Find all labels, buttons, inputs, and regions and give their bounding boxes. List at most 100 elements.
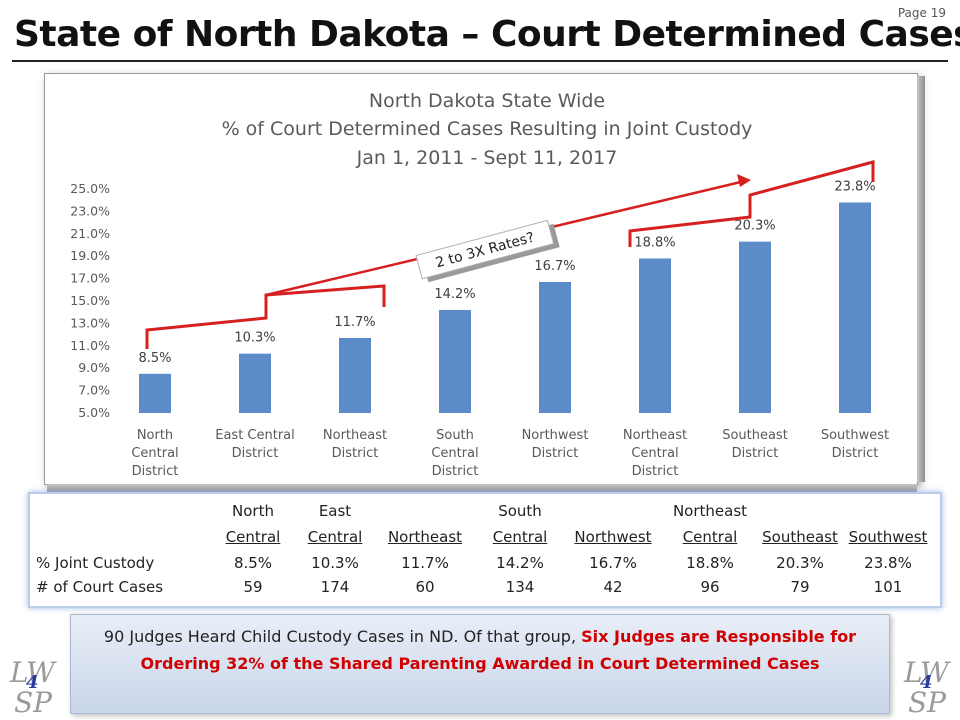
bar <box>239 353 271 413</box>
y-tick-label: 19.0% <box>70 248 110 263</box>
data-label: 18.8% <box>634 235 675 250</box>
note-highlight-text: Six Judges are Responsible for Ordering … <box>140 627 857 673</box>
logo-letters-top: LW <box>10 656 55 689</box>
x-category-label: District <box>332 446 379 461</box>
page-title: State of North Dakota – Court Determined… <box>14 14 960 55</box>
y-tick-label: 13.0% <box>70 315 110 330</box>
data-label: 8.5% <box>138 351 171 366</box>
table-cell: 8.5% <box>233 554 273 572</box>
x-category-label: District <box>632 464 679 479</box>
table-row-label: # of Court Cases <box>36 578 164 596</box>
table-header: Central <box>492 528 548 546</box>
x-category-label: Northwest <box>522 428 589 443</box>
trend-arrow-head <box>737 174 751 187</box>
bar <box>739 241 771 413</box>
data-label: 14.2% <box>434 287 475 302</box>
x-category-label: District <box>132 464 179 479</box>
table-header: Southeast <box>762 528 838 546</box>
x-category-label: District <box>432 464 479 479</box>
y-tick-label: 9.0% <box>78 360 110 375</box>
x-category-label: Central <box>131 446 178 461</box>
y-tick-label: 21.0% <box>70 226 110 241</box>
x-category-label: Northeast <box>323 428 387 443</box>
table-header: Northwest <box>574 528 652 546</box>
data-label: 10.3% <box>234 331 275 346</box>
bar-chart: North Dakota State Wide % of Court Determ… <box>70 90 889 479</box>
y-tick-label: 11.0% <box>70 338 110 353</box>
logo-letters-bottom: SP <box>908 686 947 719</box>
table-header-top: East <box>318 502 352 520</box>
table-header-top: North <box>232 502 274 520</box>
table-cell: 20.3% <box>776 554 824 572</box>
bar <box>339 337 371 413</box>
title-rule <box>12 60 948 62</box>
logo-right: LW SP 4 <box>900 656 956 720</box>
x-category-label: North <box>137 428 173 443</box>
logo-letters-top: LW <box>904 656 949 689</box>
y-tick-label: 5.0% <box>78 405 110 420</box>
table-cell: 23.8% <box>864 554 912 572</box>
table-cell: 10.3% <box>311 554 359 572</box>
table-header-top: Northeast <box>672 502 748 520</box>
data-label: 16.7% <box>534 259 575 274</box>
logo-left: LW SP 4 <box>6 656 62 720</box>
page-number: Page 19 <box>897 6 946 20</box>
y-tick-label: 7.0% <box>78 383 110 398</box>
y-tick-label: 25.0% <box>70 181 110 196</box>
data-label: 11.7% <box>334 315 375 330</box>
table-cell: 16.7% <box>589 554 637 572</box>
x-category-label: District <box>732 446 779 461</box>
table-cell: 174 <box>320 578 350 596</box>
right-group-bracket <box>628 160 875 247</box>
chart-title-line: Jan 1, 2011 - Sept 11, 2017 <box>356 147 618 169</box>
table-cell: 42 <box>603 578 623 596</box>
logo-digit: 4 <box>26 672 39 693</box>
data-label: 23.8% <box>834 179 875 194</box>
x-category-label: District <box>232 446 279 461</box>
x-category-label: Southwest <box>821 428 889 443</box>
x-category-label: Southeast <box>722 428 788 443</box>
table-header: Southwest <box>848 528 928 546</box>
logo-letters-bottom: SP <box>14 686 53 719</box>
bar <box>439 309 471 413</box>
note-plain-text: 90 Judges Heard Child Custody Cases in N… <box>103 627 582 646</box>
data-table: North East South Northeast Central Central Nor… <box>28 492 942 608</box>
table-cell: 18.8% <box>686 554 734 572</box>
logo-digit: 4 <box>920 672 933 693</box>
x-category-label: South <box>436 428 474 443</box>
table-header: Central <box>225 528 281 546</box>
table-cell: 59 <box>243 578 263 596</box>
table-cell: 96 <box>700 578 720 596</box>
x-category-label: District <box>532 446 579 461</box>
bar <box>839 202 871 413</box>
bar <box>139 373 171 413</box>
table-cell: 60 <box>415 578 435 596</box>
bar <box>639 258 671 413</box>
table-header: Northeast <box>387 528 463 546</box>
annotation-callout-box <box>415 219 555 280</box>
x-category-label: Northeast <box>623 428 687 443</box>
x-category-label: Central <box>431 446 478 461</box>
x-category-label: District <box>832 446 879 461</box>
y-tick-label: 23.0% <box>70 203 110 218</box>
x-category-label: Central <box>631 446 678 461</box>
note-box: 90 Judges Heard Child Custody Cases in N… <box>70 614 890 714</box>
table-cell: 11.7% <box>401 554 449 572</box>
table-header-top: South <box>498 502 542 520</box>
chart-frame: North Dakota State Wide % of Court Determ… <box>44 73 925 492</box>
table-row-label: % Joint Custody <box>36 554 155 572</box>
left-group-bracket <box>145 284 386 349</box>
y-tick-label: 15.0% <box>70 293 110 308</box>
bar <box>539 281 571 413</box>
table-cell: 134 <box>505 578 535 596</box>
y-tick-label: 17.0% <box>70 271 110 286</box>
table-header: Central <box>682 528 738 546</box>
x-category-label: East Central <box>215 428 295 443</box>
table-cell: 14.2% <box>496 554 544 572</box>
table-cell: 101 <box>873 578 903 596</box>
table-cell: 79 <box>790 578 810 596</box>
chart-title-line: % of Court Determined Cases Resulting in… <box>222 118 753 140</box>
table-header: Central <box>307 528 363 546</box>
data-label: 20.3% <box>734 219 775 234</box>
chart-title-line: North Dakota State Wide <box>369 90 605 112</box>
